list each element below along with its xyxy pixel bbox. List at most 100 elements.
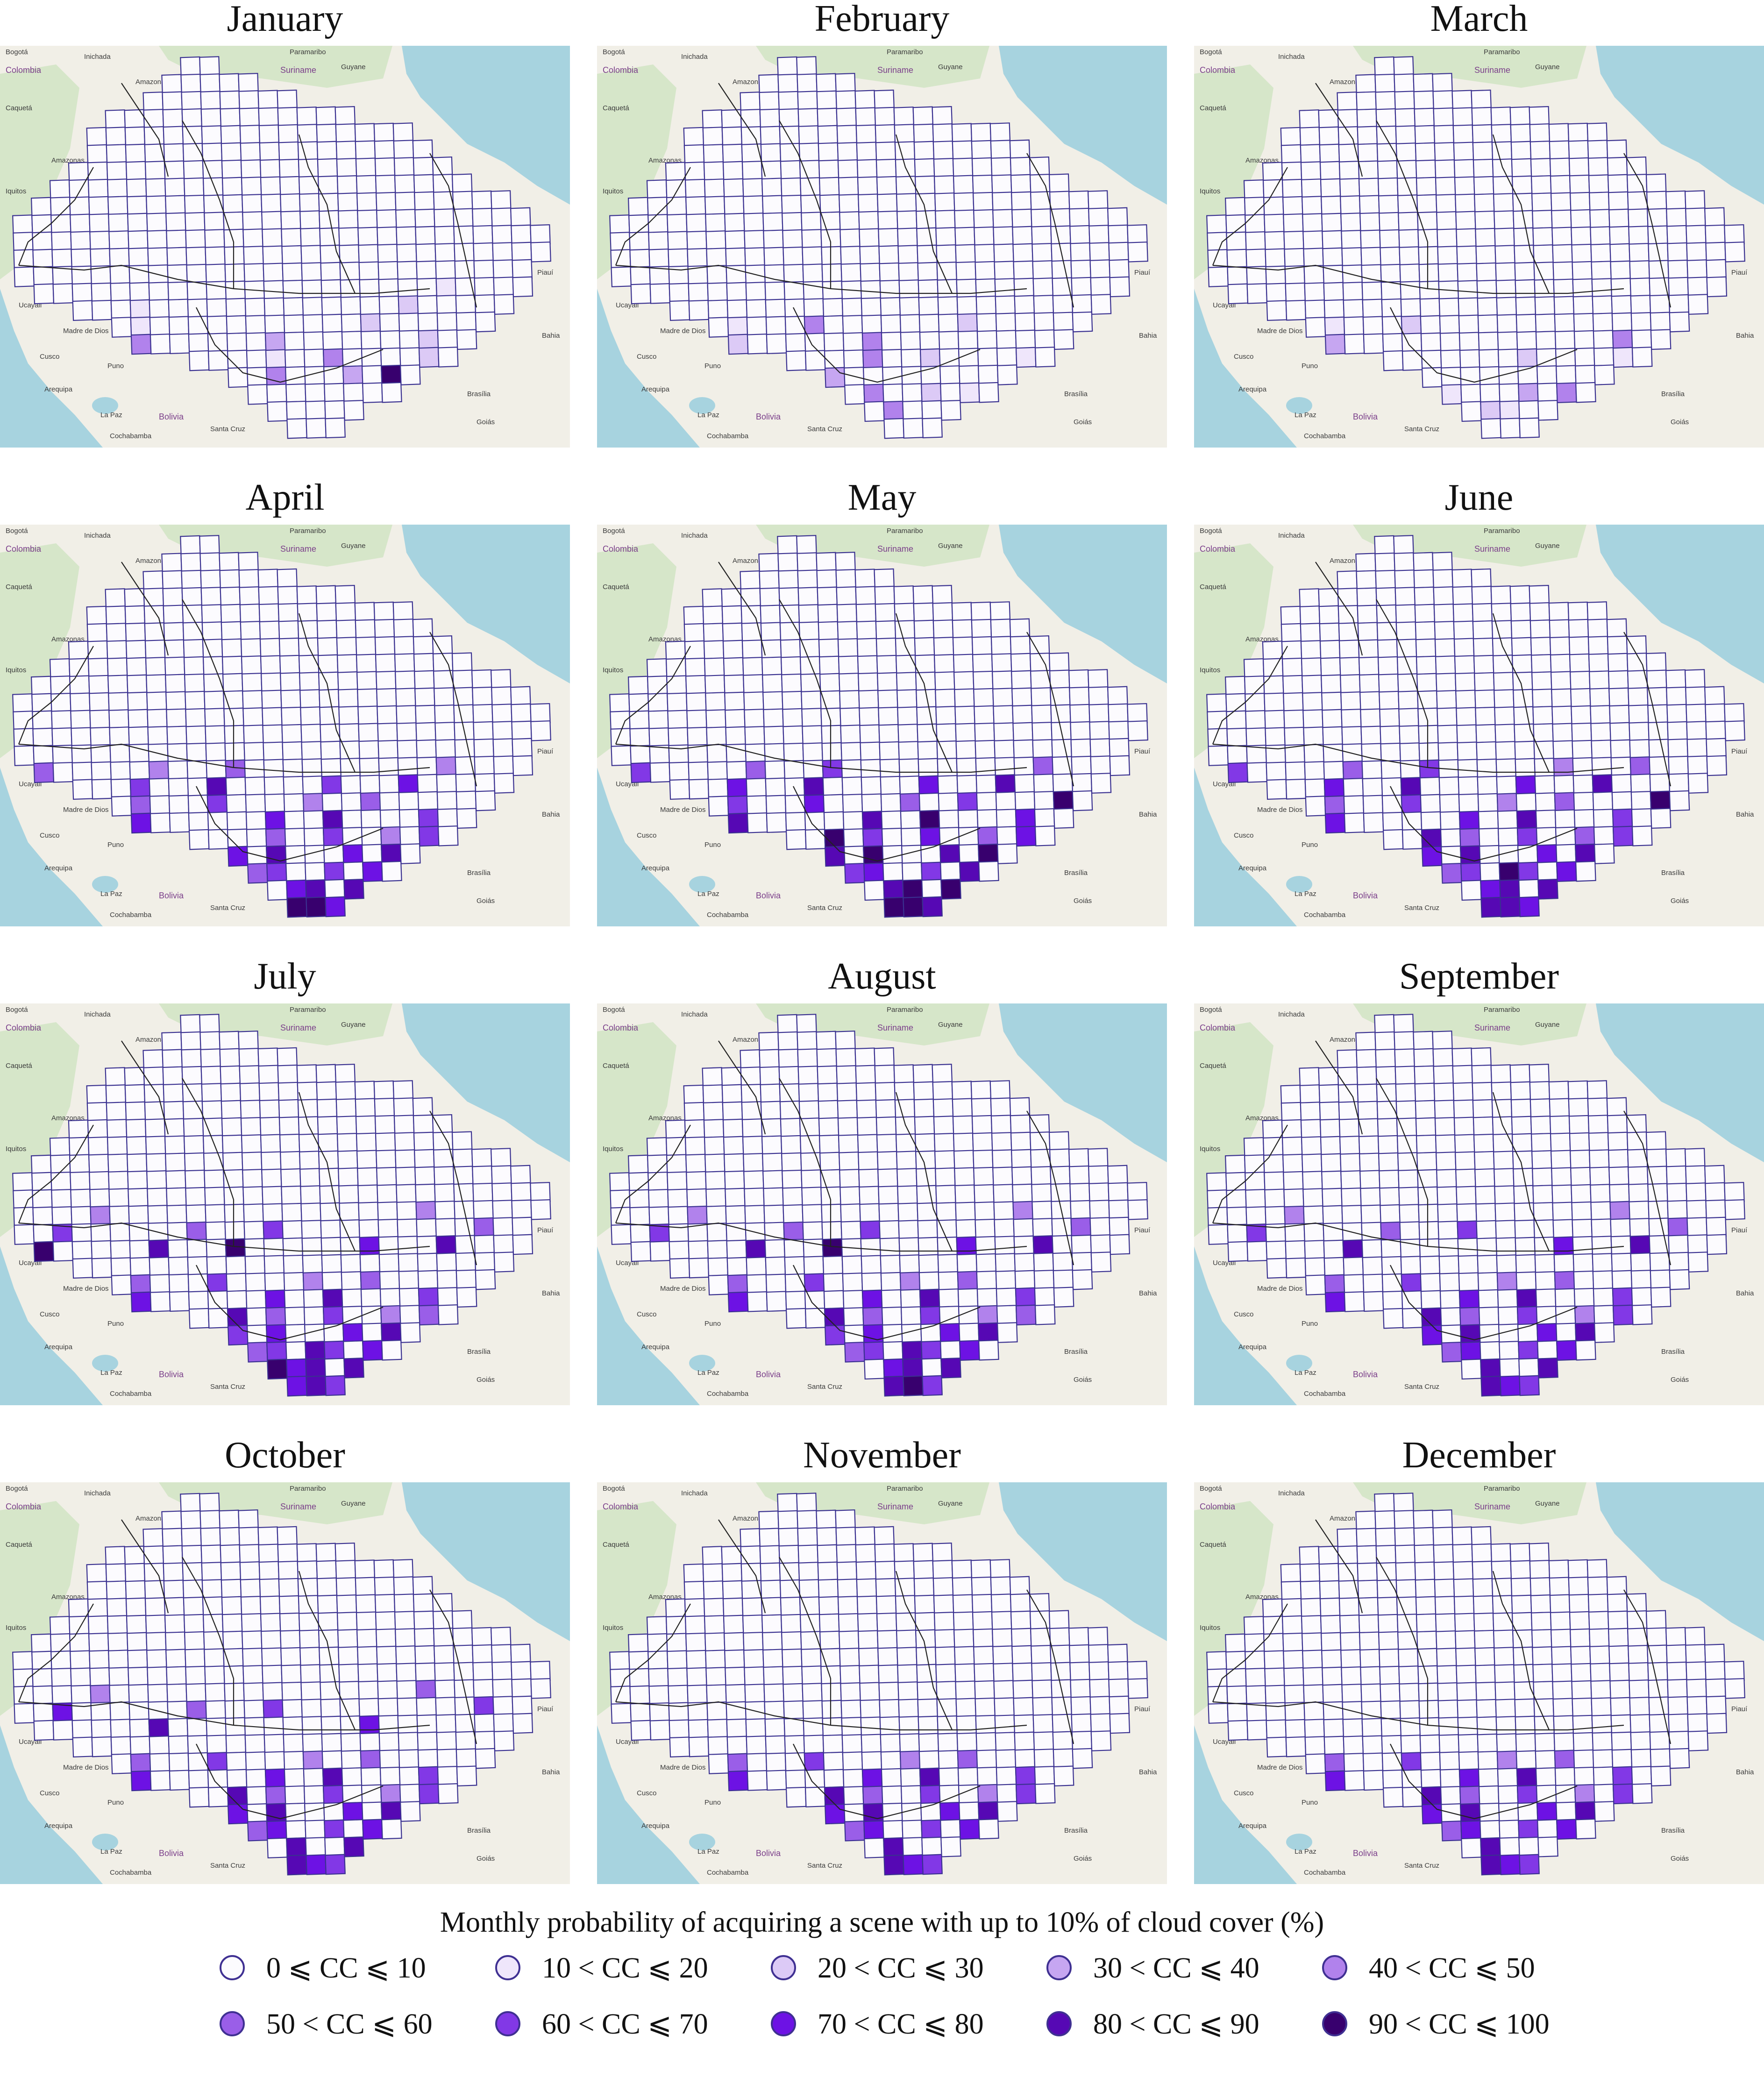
scene-tile xyxy=(1554,313,1575,334)
scene-tile xyxy=(399,1784,420,1805)
scene-tile xyxy=(839,1664,861,1686)
scene-tile xyxy=(1324,812,1346,834)
scene-tile xyxy=(1705,1678,1726,1700)
scene-tile xyxy=(108,709,129,730)
scene-tile xyxy=(1458,314,1479,336)
boundary-line xyxy=(1026,1589,1074,1744)
scene-tile xyxy=(126,657,147,678)
scene-tile xyxy=(381,382,402,403)
scene-tile xyxy=(1416,1630,1437,1652)
scene-tile xyxy=(992,1645,1013,1666)
boundary-line xyxy=(1376,599,1429,768)
scene-tile xyxy=(1591,1714,1613,1736)
scene-tile xyxy=(764,1700,785,1722)
scene-tile xyxy=(164,1631,186,1653)
scene-tile xyxy=(90,248,111,269)
scene-tile xyxy=(895,176,917,197)
scene-tile xyxy=(1441,384,1462,405)
scene-tile xyxy=(1529,602,1551,623)
scene-tile xyxy=(320,740,341,762)
scene-tile xyxy=(902,383,923,404)
scene-tile xyxy=(1574,364,1596,386)
scene-tile xyxy=(974,261,996,282)
scene-tile xyxy=(1415,1117,1437,1138)
scene-tile xyxy=(359,1732,381,1754)
scene-tile xyxy=(703,1102,724,1123)
scene-tile xyxy=(1070,1696,1092,1717)
scene-tile xyxy=(261,690,282,711)
scene-tile xyxy=(1628,1166,1649,1187)
scene-tile xyxy=(126,674,148,696)
scene-tile xyxy=(817,586,838,608)
scene-tile xyxy=(1319,1101,1340,1123)
scene-tile xyxy=(740,108,761,130)
scene-tile xyxy=(1324,1753,1345,1774)
scene-tile xyxy=(491,1182,512,1203)
scene-tile xyxy=(1453,1099,1474,1121)
scene-tile xyxy=(511,720,532,742)
scene-tile xyxy=(971,157,993,178)
scene-tile xyxy=(1498,366,1519,387)
scene-tile xyxy=(263,759,285,780)
scene-tile xyxy=(683,1084,704,1106)
scene-tile xyxy=(1301,675,1323,696)
scene-tile xyxy=(725,1205,746,1226)
place-label: Caquetá xyxy=(1200,1062,1226,1070)
place-label: Suriname xyxy=(1474,1502,1510,1511)
scene-tile xyxy=(899,1272,921,1293)
scene-tile xyxy=(298,654,320,676)
scene-tile xyxy=(338,1167,359,1188)
scene-tile xyxy=(301,279,323,300)
scene-tile xyxy=(1433,1065,1454,1086)
scene-tile xyxy=(874,1064,896,1086)
lake-titicaca xyxy=(92,397,118,414)
scene-tile xyxy=(706,248,727,269)
scene-tile xyxy=(1300,1598,1322,1619)
scene-tile xyxy=(1569,1628,1591,1650)
scene-tile xyxy=(530,1660,551,1682)
scene-tile xyxy=(1300,623,1321,644)
scene-tile xyxy=(493,294,515,315)
scene-tile xyxy=(702,1563,724,1584)
scene-tile xyxy=(1069,225,1090,246)
scene-tile xyxy=(124,1563,146,1584)
place-label: Caquetá xyxy=(1200,104,1226,112)
scene-tile xyxy=(281,1681,302,1703)
scene-tile xyxy=(260,1613,281,1634)
scene-tile xyxy=(837,1099,858,1121)
scene-tile xyxy=(169,1770,190,1791)
scene-tile xyxy=(378,1236,399,1257)
scene-tile xyxy=(665,1119,686,1141)
scene-tile xyxy=(356,175,377,196)
scene-tile xyxy=(747,812,768,833)
scene-tile xyxy=(744,1666,765,1687)
scene-tile xyxy=(1127,703,1148,724)
scene-tile xyxy=(895,1595,916,1616)
scene-tile xyxy=(206,298,228,319)
scene-tile xyxy=(875,124,896,145)
scene-tile xyxy=(821,742,843,763)
scene-tile xyxy=(162,1528,183,1549)
scene-tile xyxy=(244,776,266,797)
scene-tile xyxy=(1437,741,1459,763)
scene-tile xyxy=(1321,1170,1342,1192)
scene-tile xyxy=(995,1270,1017,1291)
scene-tile xyxy=(784,1735,805,1756)
scene-tile xyxy=(455,1252,477,1273)
scene-tile xyxy=(783,760,805,781)
scene-tile xyxy=(684,1136,706,1158)
scene-tile xyxy=(798,604,819,625)
scene-tile xyxy=(1669,790,1690,811)
scene-tile xyxy=(782,1204,804,1225)
scene-tile xyxy=(1300,1102,1321,1123)
scene-tile xyxy=(1473,1151,1495,1172)
scene-tile xyxy=(126,178,147,199)
scene-tile xyxy=(1397,1152,1418,1173)
scene-tile xyxy=(202,639,223,660)
scene-tile xyxy=(779,125,800,147)
scene-tile xyxy=(1012,226,1033,247)
scene-tile xyxy=(109,726,130,747)
scene-tile xyxy=(68,1137,90,1158)
scene-tile xyxy=(954,1184,975,1206)
scene-tile xyxy=(201,621,223,642)
